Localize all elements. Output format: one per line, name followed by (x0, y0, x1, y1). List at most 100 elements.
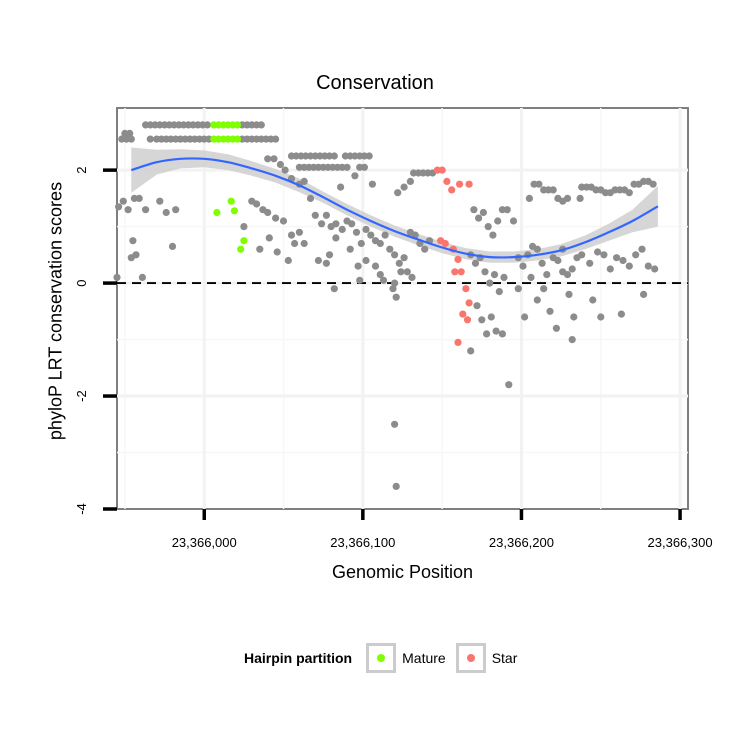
other-point (503, 206, 511, 214)
other-point (376, 271, 384, 279)
other-point (475, 214, 483, 222)
x-axis-label: Genomic Position (331, 562, 474, 582)
other-point (273, 248, 281, 256)
other-point (408, 273, 416, 281)
other-point (651, 265, 659, 273)
other-point (543, 271, 551, 279)
other-point (138, 273, 146, 281)
other-point (354, 262, 362, 270)
star-point (441, 239, 449, 248)
mature-point (227, 197, 235, 205)
other-point (594, 248, 602, 256)
other-point (546, 307, 554, 315)
x-tick-label: 23,366,000 (172, 535, 237, 550)
mature-point (213, 208, 221, 217)
other-point (338, 225, 346, 233)
mature-point (237, 245, 245, 253)
legend: Hairpin partition Mature Star (244, 640, 527, 676)
other-point (127, 254, 135, 262)
other-point (586, 259, 594, 267)
mature-point (240, 237, 248, 245)
other-point (483, 330, 491, 338)
other-point (365, 152, 373, 160)
other-point (568, 265, 576, 273)
other-point (146, 135, 154, 143)
other-point (521, 313, 529, 321)
other-point (538, 259, 546, 267)
other-point (135, 194, 143, 202)
star-point (456, 180, 464, 188)
other-point (470, 206, 478, 214)
x-tick-label: 23,366,100 (330, 535, 395, 550)
other-point (124, 206, 132, 214)
other-point (322, 211, 330, 219)
other-point (300, 177, 308, 185)
other-point (649, 180, 657, 188)
other-point (589, 296, 597, 304)
other-point (478, 316, 486, 324)
other-point (256, 245, 264, 253)
other-point (386, 245, 394, 253)
other-point (264, 208, 272, 217)
other-point (113, 273, 121, 281)
other-point (400, 183, 408, 191)
other-point (360, 163, 368, 171)
other-point (494, 217, 502, 225)
other-point (357, 239, 365, 248)
smooth-line (130, 157, 659, 259)
other-point (272, 214, 280, 222)
confidence-ribbon (131, 147, 658, 263)
star-point (443, 177, 451, 185)
other-point (563, 194, 572, 202)
y-tick-label: 0 (74, 279, 89, 286)
other-point (279, 217, 288, 225)
other-point (606, 265, 614, 273)
star-point (454, 255, 462, 263)
other-point (421, 245, 429, 253)
axes: 23,366,000 23,366,100 23,366,200 23,366,300… (74, 167, 713, 550)
other-point (314, 256, 322, 265)
star-point (438, 166, 446, 174)
other-point (533, 296, 541, 304)
other-point (389, 285, 397, 293)
star-point (463, 316, 472, 324)
y-tick-label: 2 (74, 167, 89, 174)
other-point (265, 234, 273, 242)
legend-label-star: Star (491, 650, 518, 666)
data-points (113, 121, 659, 490)
other-point (376, 239, 384, 248)
other-point (540, 285, 548, 293)
mature-dot-icon (377, 654, 386, 662)
other-point (240, 223, 248, 231)
other-point (495, 288, 503, 296)
other-point (563, 271, 572, 279)
other-point (525, 194, 534, 202)
other-point (552, 324, 561, 332)
other-point (509, 217, 518, 225)
other-point (291, 239, 299, 248)
other-point (352, 228, 361, 236)
other-point (127, 135, 135, 143)
other-point (392, 482, 400, 490)
y-axis-label: phyloP LRT conservation scores (45, 181, 66, 441)
other-point (371, 262, 380, 270)
other-point (337, 183, 345, 191)
other-point (119, 197, 127, 205)
other-point (379, 276, 388, 284)
other-point (625, 262, 633, 270)
other-point (348, 220, 356, 228)
other-point (367, 231, 375, 239)
other-point (391, 251, 399, 259)
legend-key-star (455, 643, 486, 673)
other-point (600, 251, 608, 259)
other-point (484, 223, 492, 231)
other-point (295, 228, 303, 236)
other-point (400, 254, 408, 262)
other-point (115, 203, 123, 211)
x-tick-label: 23,366,300 (648, 535, 713, 550)
other-point (619, 256, 627, 265)
other-point (325, 251, 334, 259)
panel-background (116, 107, 689, 510)
other-point (638, 245, 646, 253)
other-point (533, 245, 541, 253)
